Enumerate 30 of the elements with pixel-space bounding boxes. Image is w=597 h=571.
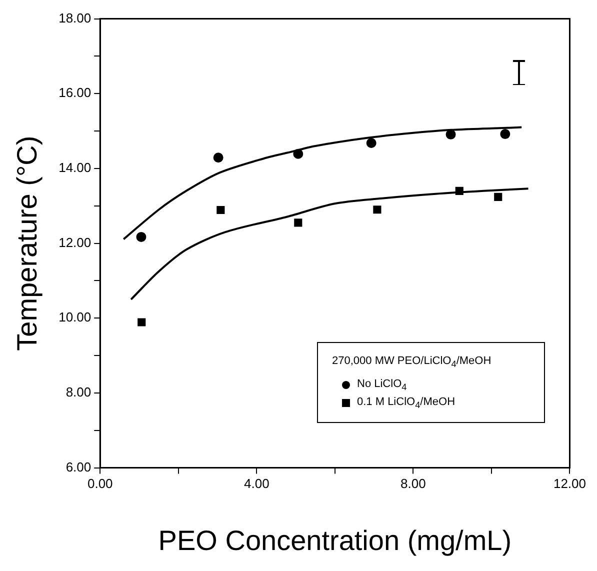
line-series xyxy=(122,126,523,240)
x-tick-label: 12.00 xyxy=(553,476,586,492)
line-series xyxy=(130,188,530,300)
y-tick-label: 14.00 xyxy=(58,160,92,176)
y-tick-label: 16.00 xyxy=(58,85,92,100)
point xyxy=(213,152,224,163)
y-axis-title: Temperature (°C) xyxy=(12,136,43,351)
x-axis-title: PEO Concentration (mg/mL) xyxy=(158,524,512,556)
point xyxy=(138,318,146,326)
legend-label: 0.1 M LiClO$_{4}$/MeOH xyxy=(357,396,456,410)
y-tick-label: 12.00 xyxy=(58,234,92,250)
point xyxy=(455,186,464,195)
point xyxy=(216,206,225,214)
legend-title: 270,000 MW PEO/LiClO$_{4}$/MeOH xyxy=(332,355,492,370)
y-tick-label: 10.00 xyxy=(58,310,92,325)
x-tick-label: 8.00 xyxy=(400,476,426,492)
legend-label: No LiClO$_{4}$ xyxy=(357,378,407,392)
point xyxy=(500,129,510,140)
point xyxy=(373,206,382,214)
y-tick-label: 18.00 xyxy=(58,10,92,26)
y-tick-label: 6.00 xyxy=(66,459,92,474)
y-tick-label: 8.00 xyxy=(66,384,92,400)
point xyxy=(494,192,502,201)
point xyxy=(366,138,376,148)
x-tick-label: 0.00 xyxy=(87,476,113,492)
x-tick-label: 4.00 xyxy=(244,476,270,492)
point xyxy=(294,218,302,227)
point xyxy=(136,232,146,242)
point xyxy=(293,148,304,159)
point xyxy=(446,129,456,140)
